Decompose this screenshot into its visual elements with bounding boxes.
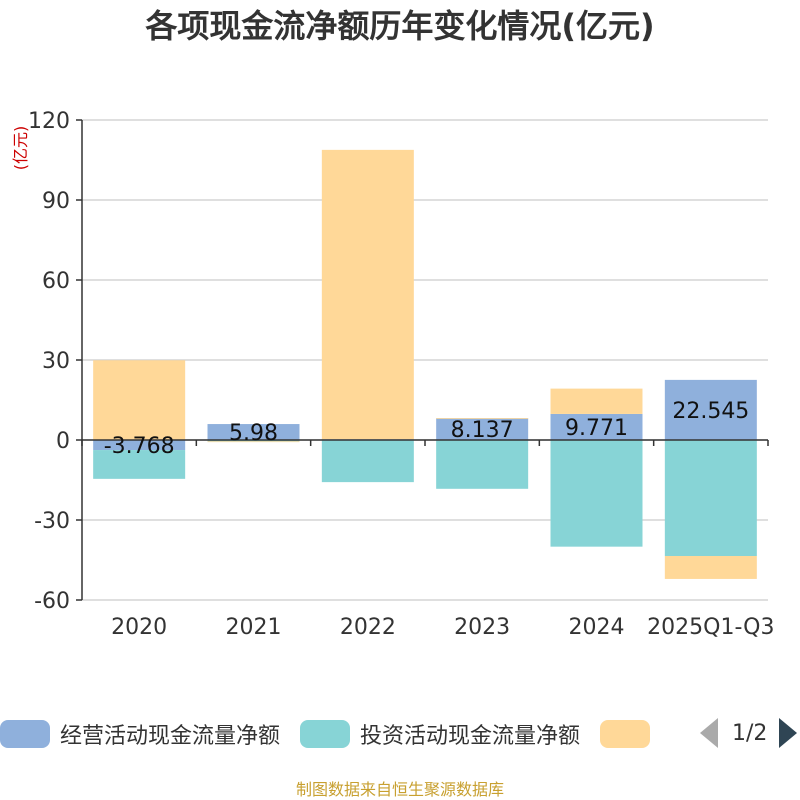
x-tick-label: 2021 <box>226 615 282 640</box>
y-tick-label: 60 <box>42 269 70 294</box>
y-tick-label: -60 <box>34 589 70 614</box>
bar-s0-2025Q1-Q3[interactable] <box>664 379 757 440</box>
x-tick-label: 2023 <box>454 615 510 640</box>
y-tick-label: 120 <box>28 109 70 134</box>
labels: 120 90 60 30 0 -30 -60 2020 2021 2022 2023 2024 2025… <box>28 109 775 640</box>
bar-s0-2020[interactable] <box>93 440 186 451</box>
legend-item-investing[interactable]: 投资活动现金流量净额 <box>300 718 580 750</box>
bar-s1-2024[interactable] <box>550 440 643 547</box>
grid-lines <box>82 119 768 601</box>
legend-label-investing: 投资活动现金流量净额 <box>360 724 581 749</box>
bar-s0-2023[interactable] <box>436 418 529 440</box>
bar-s0-2024[interactable] <box>550 413 643 440</box>
y-tick-label: 90 <box>42 189 70 214</box>
y-tick-label: 0 <box>56 429 70 454</box>
bar-s0-2021[interactable] <box>207 424 300 440</box>
bar-s1-2023[interactable] <box>436 440 529 489</box>
pager-prev-icon[interactable] <box>700 718 718 748</box>
pager-page-text: 1/2 <box>732 720 768 746</box>
bars <box>93 149 757 579</box>
pager-next-icon[interactable] <box>779 718 798 748</box>
bar-s2-2024[interactable] <box>550 388 643 414</box>
bar-s1-2025Q1-Q3[interactable] <box>664 440 757 556</box>
bar-s1-2020[interactable] <box>93 450 186 479</box>
y-tick-label: -30 <box>34 509 70 534</box>
x-tick-label: 2022 <box>340 615 396 640</box>
legend-pager: 1/2 <box>700 718 798 748</box>
axes <box>76 119 769 601</box>
bar-s2-2022[interactable] <box>321 149 414 440</box>
bar-s2-2020[interactable] <box>93 360 186 440</box>
bar-s2-2025Q1-Q3[interactable] <box>664 556 757 579</box>
legend-item-operating[interactable]: 经营活动现金流量净额 <box>0 718 280 750</box>
x-tick-label: 2020 <box>111 615 167 640</box>
bar-s1-2022[interactable] <box>321 440 414 483</box>
x-tick-label: 2025Q1-Q3 <box>647 615 774 640</box>
legend-swatch-third <box>600 720 651 748</box>
legend-swatch-investing <box>300 720 351 748</box>
data-label: 9.771 <box>565 416 628 441</box>
legend-swatch-operating <box>0 720 50 748</box>
chart-title: 各项现金流净额历年变化情况(亿元) <box>145 7 655 45</box>
data-label: 8.137 <box>451 418 514 443</box>
bar-s2-2021[interactable] <box>207 441 300 443</box>
data-label: -3.768 <box>104 434 175 459</box>
legend-label-operating: 经营活动现金流量净额 <box>60 724 281 749</box>
x-tick-label: 2024 <box>569 615 625 640</box>
chart-area: 120 90 60 30 0 -30 -60 2020 2021 2022 2023 2024 2025… <box>11 109 775 640</box>
bar-s2-2023[interactable] <box>436 418 529 419</box>
source-note: 制图数据来自恒生聚源数据库 <box>295 780 504 799</box>
y-axis-label: (亿元) <box>11 126 30 171</box>
data-label: 5.98 <box>229 421 278 446</box>
legend-item-third[interactable] <box>600 720 651 748</box>
legend: 经营活动现金流量净额 投资活动现金流量净额 1/2 <box>0 712 800 756</box>
y-tick-label: 30 <box>42 349 70 374</box>
data-label: 22.545 <box>672 399 749 424</box>
